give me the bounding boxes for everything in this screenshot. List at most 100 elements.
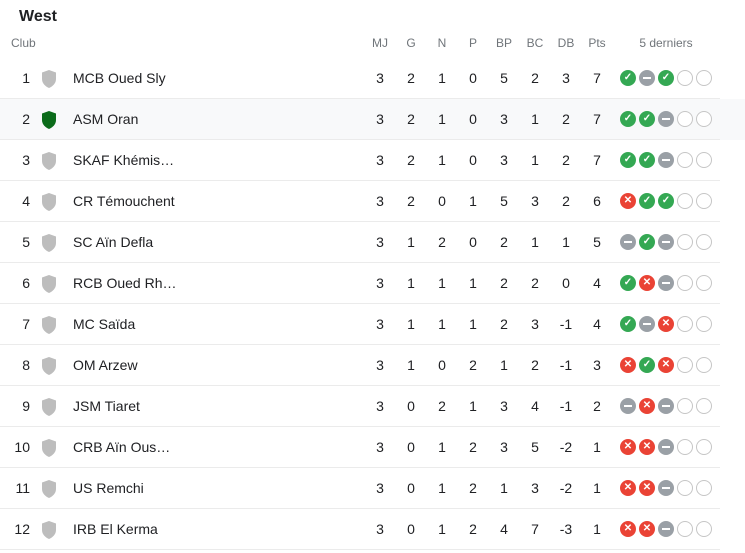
club-name[interactable]: IRB El Kerma: [73, 521, 158, 537]
loss-x-icon[interactable]: ✕: [620, 193, 636, 209]
stat-bc: 2: [531, 357, 539, 373]
loss-x-icon[interactable]: ✕: [620, 439, 636, 455]
stat-pts: 5: [593, 234, 601, 250]
empty-circle-icon[interactable]: [677, 357, 693, 373]
empty-circle-icon[interactable]: [696, 152, 712, 168]
loss-x-icon[interactable]: ✕: [620, 357, 636, 373]
win-check-icon[interactable]: ✓: [639, 193, 655, 209]
win-check-icon[interactable]: ✓: [620, 152, 636, 168]
draw-dash-icon[interactable]: [658, 480, 674, 496]
win-check-icon[interactable]: ✓: [620, 275, 636, 291]
club-name[interactable]: SC Aïn Defla: [73, 234, 154, 250]
empty-circle-icon[interactable]: [677, 152, 693, 168]
win-check-icon[interactable]: ✓: [639, 234, 655, 250]
win-check-icon[interactable]: ✓: [620, 111, 636, 127]
club-name[interactable]: RCB Oued Rh…: [73, 275, 177, 291]
table-row[interactable]: 10 CRB Aïn Ous… 3 0 1 2 3 5 -2 1 ✕ ✕: [0, 427, 745, 468]
loss-x-icon[interactable]: ✕: [620, 521, 636, 537]
win-check-icon[interactable]: ✓: [639, 357, 655, 373]
draw-dash-icon[interactable]: [658, 152, 674, 168]
stat-bp: 1: [500, 480, 508, 496]
empty-circle-icon[interactable]: [696, 193, 712, 209]
empty-circle-icon[interactable]: [677, 111, 693, 127]
club-name[interactable]: MCB Oued Sly: [73, 70, 166, 86]
empty-circle-icon[interactable]: [696, 480, 712, 496]
stat-mj: 3: [376, 70, 384, 86]
draw-dash-icon[interactable]: [658, 275, 674, 291]
win-check-icon[interactable]: ✓: [620, 70, 636, 86]
table-row[interactable]: 1 MCB Oued Sly 3 2 1 0 5 2 3 7 ✓ ✓: [0, 58, 745, 99]
draw-dash-icon[interactable]: [658, 398, 674, 414]
win-check-icon[interactable]: ✓: [658, 70, 674, 86]
table-row[interactable]: 6 RCB Oued Rh… 3 1 1 1 2 2 0 4 ✓ ✕: [0, 263, 745, 304]
last-five-form: ✓ ✓: [620, 111, 712, 129]
loss-x-icon[interactable]: ✕: [639, 398, 655, 414]
draw-dash-icon[interactable]: [658, 439, 674, 455]
draw-dash-icon[interactable]: [639, 70, 655, 86]
empty-circle-icon[interactable]: [696, 439, 712, 455]
draw-dash-icon[interactable]: [639, 316, 655, 332]
gray-shield-icon: [42, 480, 56, 498]
club-name[interactable]: OM Arzew: [73, 357, 138, 373]
empty-circle-icon[interactable]: [696, 316, 712, 332]
header-g: G: [406, 36, 416, 50]
empty-circle-icon[interactable]: [677, 234, 693, 250]
table-row[interactable]: 5 SC Aïn Defla 3 1 2 0 2 1 1 5 ✓: [0, 222, 745, 263]
table-row[interactable]: 11 US Remchi 3 0 1 2 1 3 -2 1 ✕ ✕: [0, 468, 745, 509]
stat-db: 3: [562, 70, 570, 86]
draw-dash-icon[interactable]: [620, 234, 636, 250]
table-row[interactable]: 7 MC Saïda 3 1 1 1 2 3 -1 4 ✓ ✕: [0, 304, 745, 345]
club-name[interactable]: US Remchi: [73, 480, 144, 496]
empty-circle-icon[interactable]: [677, 439, 693, 455]
empty-circle-icon[interactable]: [696, 357, 712, 373]
loss-x-icon[interactable]: ✕: [658, 316, 674, 332]
stat-n: 1: [438, 439, 446, 455]
loss-x-icon[interactable]: ✕: [620, 480, 636, 496]
empty-circle-icon[interactable]: [677, 316, 693, 332]
table-row[interactable]: 4 CR Témouchent 3 2 0 1 5 3 2 6 ✕ ✓ ✓: [0, 181, 745, 222]
gray-shield-icon: [42, 521, 56, 539]
stat-pts: 2: [593, 398, 601, 414]
empty-circle-icon[interactable]: [677, 398, 693, 414]
stat-pts: 1: [593, 521, 601, 537]
win-check-icon[interactable]: ✓: [620, 316, 636, 332]
table-row[interactable]: 2 ASM Oran 3 2 1 0 3 1 2 7 ✓ ✓: [0, 99, 745, 140]
draw-dash-icon[interactable]: [658, 234, 674, 250]
last-five-form: ✕: [620, 398, 712, 416]
table-row[interactable]: 8 OM Arzew 3 1 0 2 1 2 -1 3 ✕ ✓ ✕: [0, 345, 745, 386]
win-check-icon[interactable]: ✓: [639, 111, 655, 127]
club-name[interactable]: JSM Tiaret: [73, 398, 140, 414]
last-five-form: ✓ ✕: [620, 316, 712, 334]
last-five-form: ✓ ✓: [620, 70, 712, 88]
club-name[interactable]: ASM Oran: [73, 111, 139, 127]
empty-circle-icon[interactable]: [677, 275, 693, 291]
empty-circle-icon[interactable]: [677, 193, 693, 209]
loss-x-icon[interactable]: ✕: [658, 357, 674, 373]
loss-x-icon[interactable]: ✕: [639, 480, 655, 496]
table-row[interactable]: 3 SKAF Khémis… 3 2 1 0 3 1 2 7 ✓ ✓: [0, 140, 745, 181]
club-name[interactable]: SKAF Khémis…: [73, 152, 175, 168]
empty-circle-icon[interactable]: [677, 521, 693, 537]
empty-circle-icon[interactable]: [696, 521, 712, 537]
stat-bp: 4: [500, 521, 508, 537]
draw-dash-icon[interactable]: [658, 521, 674, 537]
empty-circle-icon[interactable]: [677, 480, 693, 496]
loss-x-icon[interactable]: ✕: [639, 521, 655, 537]
win-check-icon[interactable]: ✓: [658, 193, 674, 209]
club-name[interactable]: MC Saïda: [73, 316, 136, 332]
empty-circle-icon[interactable]: [696, 234, 712, 250]
loss-x-icon[interactable]: ✕: [639, 275, 655, 291]
empty-circle-icon[interactable]: [696, 111, 712, 127]
draw-dash-icon[interactable]: [658, 111, 674, 127]
table-row[interactable]: 12 IRB El Kerma 3 0 1 2 4 7 -3 1 ✕ ✕: [0, 509, 745, 550]
draw-dash-icon[interactable]: [620, 398, 636, 414]
empty-circle-icon[interactable]: [696, 70, 712, 86]
win-check-icon[interactable]: ✓: [639, 152, 655, 168]
table-row[interactable]: 9 JSM Tiaret 3 0 2 1 3 4 -1 2 ✕: [0, 386, 745, 427]
empty-circle-icon[interactable]: [696, 398, 712, 414]
club-name[interactable]: CR Témouchent: [73, 193, 175, 209]
empty-circle-icon[interactable]: [696, 275, 712, 291]
empty-circle-icon[interactable]: [677, 70, 693, 86]
club-name[interactable]: CRB Aïn Ous…: [73, 439, 171, 455]
loss-x-icon[interactable]: ✕: [639, 439, 655, 455]
